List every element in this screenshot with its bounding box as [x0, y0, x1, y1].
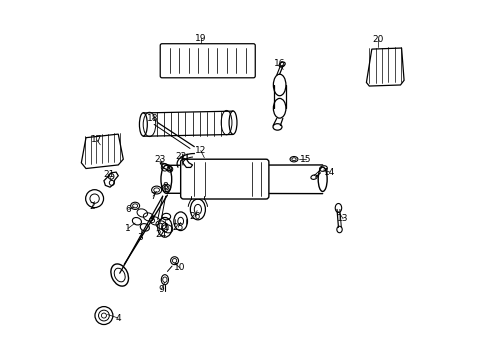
Text: 10: 10 [174, 264, 185, 273]
Text: 24: 24 [155, 230, 166, 239]
Text: 5: 5 [149, 216, 155, 225]
Text: 17: 17 [91, 135, 102, 144]
Text: 22: 22 [175, 152, 186, 161]
Text: 13: 13 [337, 214, 348, 223]
Text: 1: 1 [125, 224, 131, 233]
Text: 18: 18 [147, 114, 159, 123]
Text: 8: 8 [162, 182, 167, 191]
Text: 4: 4 [115, 314, 121, 323]
Text: 14: 14 [324, 168, 335, 177]
Text: 12: 12 [195, 146, 206, 155]
Text: 20: 20 [371, 35, 383, 44]
Text: 7: 7 [150, 192, 156, 201]
Text: 9: 9 [158, 285, 164, 294]
Text: 26: 26 [189, 212, 200, 221]
FancyBboxPatch shape [160, 44, 255, 78]
Text: 2: 2 [89, 202, 95, 211]
Text: 6: 6 [125, 205, 131, 214]
FancyBboxPatch shape [180, 159, 268, 199]
Text: 16: 16 [273, 59, 285, 68]
Text: 25: 25 [172, 223, 183, 232]
Text: 23: 23 [154, 155, 165, 164]
Text: 3: 3 [137, 233, 143, 242]
Text: 11: 11 [159, 223, 170, 232]
Text: 19: 19 [195, 34, 206, 43]
Text: 21: 21 [103, 170, 114, 179]
Text: 15: 15 [300, 155, 311, 164]
